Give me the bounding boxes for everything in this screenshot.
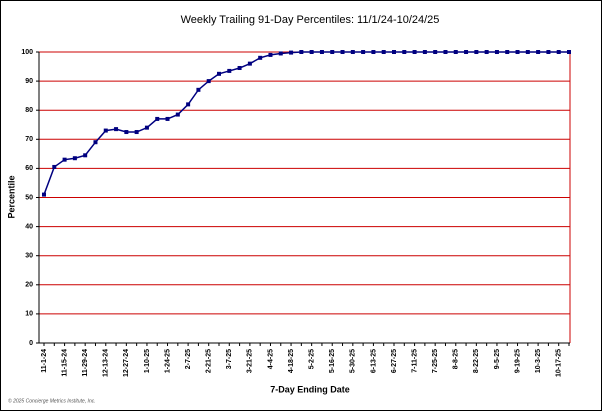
- data-point: [536, 50, 541, 54]
- x-tick-label: 1-24-25: [164, 349, 171, 373]
- data-point: [567, 50, 571, 54]
- series-line: [43, 51, 569, 195]
- data-point: [278, 51, 283, 56]
- chart-title: Weekly Trailing 91-Day Percentiles: 11/1…: [181, 14, 440, 26]
- x-tick-label: 7-25-25: [432, 349, 439, 373]
- x-tick-label: 4-18-25: [288, 349, 295, 373]
- footnote: © 2025 Concierge Metrics Institute, Inc.: [8, 397, 96, 404]
- y-tick-label: 80: [25, 107, 33, 114]
- data-point: [412, 50, 417, 54]
- data-point: [124, 130, 129, 135]
- y-tick-label: 90: [25, 78, 33, 85]
- y-tick-label: 40: [25, 223, 33, 230]
- data-point: [433, 50, 438, 54]
- y-tick-label: 10: [25, 311, 33, 318]
- data-point: [546, 50, 551, 54]
- x-tick-label: 11-15-24: [61, 349, 68, 377]
- data-point: [217, 71, 221, 76]
- data-point: [392, 50, 396, 54]
- data-point: [114, 127, 119, 132]
- data-point: [268, 52, 273, 57]
- data-point: [103, 128, 108, 133]
- x-tick-label: 8-8-25: [453, 349, 460, 369]
- data-point: [350, 50, 355, 54]
- data-point: [340, 50, 345, 54]
- data-point: [453, 50, 458, 54]
- data-point: [206, 79, 211, 84]
- data-point: [381, 50, 386, 54]
- y-tick-label: 0: [29, 340, 33, 347]
- x-tick-label: 3-21-25: [247, 349, 254, 373]
- data-point: [309, 50, 314, 54]
- data-point: [289, 50, 294, 55]
- data-point: [443, 50, 448, 54]
- data-point: [330, 50, 335, 54]
- data-point: [484, 50, 489, 54]
- data-point: [93, 140, 98, 145]
- x-tick-label: 1-10-25: [144, 349, 151, 373]
- x-tick-label: 2-21-25: [206, 349, 213, 373]
- data-point: [83, 153, 88, 158]
- x-tick-label: 9-19-25: [514, 349, 521, 373]
- data-point: [72, 156, 77, 161]
- data-point: [525, 50, 530, 54]
- x-tick-label: 3-7-25: [226, 349, 233, 369]
- x-tick-label: 4-4-25: [267, 349, 274, 369]
- data-point: [186, 102, 191, 107]
- y-tick-label: 30: [25, 253, 33, 260]
- data-point: [474, 50, 479, 54]
- x-tick-label: 6-13-25: [370, 349, 377, 373]
- x-tick-label: 5-30-25: [350, 349, 357, 373]
- x-tick-label: 5-2-25: [308, 349, 315, 369]
- x-tick-label: 2-7-25: [185, 349, 192, 369]
- data-point: [505, 50, 510, 54]
- y-axis-label: Percentile: [6, 175, 16, 218]
- data-point: [134, 130, 139, 135]
- data-point: [196, 87, 201, 92]
- data-point: [62, 157, 67, 162]
- data-point: [165, 116, 170, 121]
- data-point: [227, 68, 232, 73]
- y-tick-label: 50: [25, 194, 33, 201]
- x-tick-label: 11-29-24: [82, 349, 89, 377]
- data-point: [175, 112, 180, 117]
- x-tick-label: 10-3-25: [535, 349, 542, 373]
- data-point: [247, 61, 252, 66]
- data-point: [556, 50, 561, 54]
- data-point: [494, 50, 499, 54]
- y-tick-label: 100: [21, 49, 33, 56]
- data-point: [155, 116, 160, 121]
- data-point: [299, 50, 304, 54]
- x-tick-label: 11-1-24: [41, 349, 48, 373]
- data-point: [144, 125, 149, 130]
- x-tick-label: 12-27-24: [123, 349, 130, 377]
- x-tick-label: 7-11-25: [411, 349, 418, 373]
- x-tick-label: 12-13-24: [103, 349, 110, 377]
- data-point: [361, 50, 366, 54]
- x-tick-label: 5-16-25: [329, 349, 336, 373]
- data-point: [371, 50, 376, 54]
- data-point: [515, 50, 520, 54]
- data-point: [319, 50, 324, 54]
- data-point: [402, 50, 407, 54]
- y-tick-label: 60: [25, 165, 33, 172]
- y-tick-label: 20: [25, 282, 33, 289]
- data-point: [42, 192, 46, 197]
- y-tick-label: 70: [25, 136, 33, 143]
- data-point: [258, 55, 263, 60]
- x-axis-label: 7-Day Ending Date: [270, 384, 350, 394]
- x-tick-label: 9-5-25: [494, 349, 501, 369]
- x-tick-label: 6-27-25: [391, 349, 398, 373]
- x-tick-label: 8-22-25: [473, 349, 480, 373]
- data-point: [237, 66, 242, 71]
- data-point: [464, 50, 469, 54]
- data-point: [422, 50, 427, 54]
- data-point: [52, 164, 57, 169]
- x-tick-label: 10-17-25: [556, 349, 563, 377]
